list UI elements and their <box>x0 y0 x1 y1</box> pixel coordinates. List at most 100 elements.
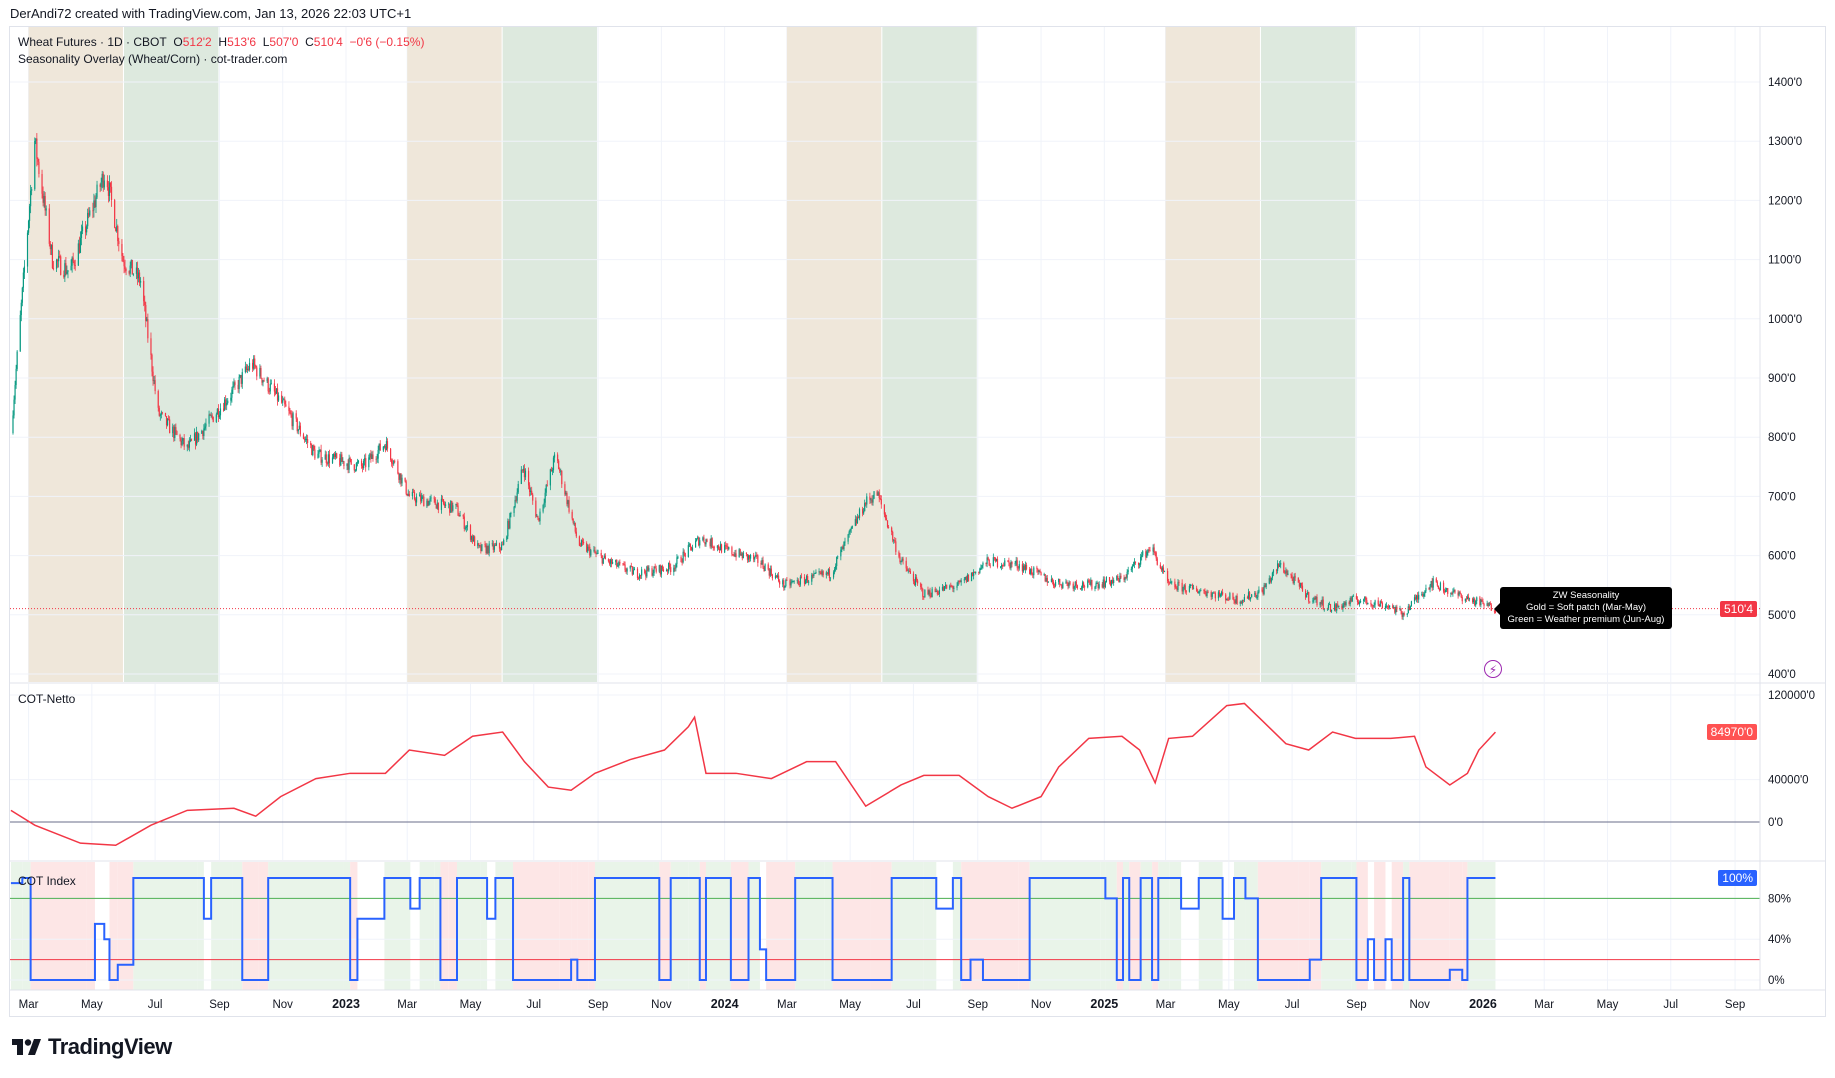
candle-body <box>261 378 263 383</box>
candle-body <box>929 590 931 596</box>
candle-body <box>1410 601 1413 607</box>
candle-body <box>353 464 355 471</box>
cot-index-zone <box>891 862 924 990</box>
candle-body <box>440 498 443 511</box>
candle-body <box>1350 598 1352 602</box>
candle-body <box>689 544 692 547</box>
candle-body <box>862 509 864 514</box>
candle-body <box>259 368 261 377</box>
candle-body <box>568 500 570 512</box>
candle-body <box>1486 603 1488 606</box>
candle-body <box>232 386 234 390</box>
candle-body <box>836 557 838 567</box>
candle-body <box>1037 568 1039 572</box>
candle-body <box>1371 604 1373 606</box>
cot-index-legend[interactable]: COT Index <box>18 874 76 888</box>
candle-body <box>57 259 59 262</box>
candle-body <box>709 541 711 547</box>
candle-body <box>473 536 475 542</box>
candle-body <box>898 551 900 557</box>
candle-body <box>604 555 606 560</box>
indicator-legend[interactable]: Seasonality Overlay (Wheat/Corn) · cot-t… <box>18 52 288 66</box>
candle-body <box>645 573 647 577</box>
candle-body <box>122 255 124 262</box>
candle-body <box>237 384 239 390</box>
candle-body <box>27 220 30 233</box>
candle-body <box>55 259 58 269</box>
candle-body <box>825 572 827 576</box>
candle-body <box>211 415 213 417</box>
candle-body <box>1335 604 1337 611</box>
candle-body <box>437 502 439 511</box>
candle-body <box>1069 582 1071 584</box>
time-axis-label: 2024 <box>711 997 739 1011</box>
candle-body <box>880 499 882 505</box>
cot-netto-legend[interactable]: COT-Netto <box>18 692 76 706</box>
candle-body <box>457 505 459 516</box>
candle-body <box>1065 581 1067 583</box>
candle-body <box>1211 593 1213 597</box>
candle-body <box>302 434 305 439</box>
candle-body <box>1366 600 1368 605</box>
candle-body <box>558 460 560 470</box>
candle-body <box>696 538 698 541</box>
time-axis-label: Nov <box>272 999 293 1011</box>
candle-body <box>420 494 422 502</box>
candle-body <box>390 448 392 460</box>
candle-body <box>1306 594 1308 598</box>
cot-index-zone <box>1257 862 1299 990</box>
candle-body <box>1276 563 1279 571</box>
candle-body <box>684 553 686 557</box>
candle-body <box>835 566 837 570</box>
candle-body <box>927 589 929 595</box>
candle-body <box>564 484 566 495</box>
candle-body <box>1075 581 1077 586</box>
candle-body <box>779 581 781 585</box>
candle-body <box>28 206 31 221</box>
candle-body <box>356 462 359 464</box>
candle-body <box>1307 592 1309 595</box>
candle-body <box>370 453 372 460</box>
candle-body <box>172 426 174 434</box>
candle-body <box>543 502 545 505</box>
candle-body <box>710 538 712 547</box>
candle-body <box>1439 582 1442 591</box>
symbol-info[interactable]: Wheat Futures · 1D · CBOT <box>18 35 167 49</box>
candle-body <box>1429 585 1431 590</box>
candle-body <box>1242 599 1244 601</box>
candle-body <box>382 446 384 451</box>
candle-body <box>1275 570 1278 572</box>
time-axis-label: Sep <box>588 999 608 1011</box>
candle-body <box>603 555 605 558</box>
candle-body <box>273 383 276 392</box>
candle-body <box>481 544 483 551</box>
candle-body <box>571 511 573 519</box>
candle-body <box>974 572 976 573</box>
candle-body <box>582 542 585 544</box>
candle-body <box>840 549 842 557</box>
candle-body <box>159 414 161 416</box>
candle-body <box>633 568 635 571</box>
candle-body <box>99 184 101 187</box>
candle-body <box>60 256 62 275</box>
tooltip-green: Green = Weather premium (Jun-Aug) <box>1507 614 1665 625</box>
candle-body <box>1430 581 1432 586</box>
candle-body <box>1189 584 1192 586</box>
candle-body <box>1365 596 1367 601</box>
candle-body <box>107 187 110 196</box>
candle-body <box>1236 595 1238 604</box>
candle-body <box>343 461 345 467</box>
candle-body <box>769 568 771 576</box>
lightning-icon[interactable]: ⚡ <box>1484 660 1502 678</box>
candle-body <box>536 515 538 517</box>
candle-body <box>94 200 96 207</box>
candle-body <box>826 572 828 574</box>
cot-index-zone <box>577 862 589 990</box>
candle-body <box>703 537 705 543</box>
candle-body <box>138 272 141 283</box>
tradingview-logo[interactable]: TradingView <box>12 1034 172 1060</box>
candle-body <box>1017 567 1019 569</box>
candle-body <box>1257 592 1259 598</box>
candle-body <box>619 562 621 564</box>
